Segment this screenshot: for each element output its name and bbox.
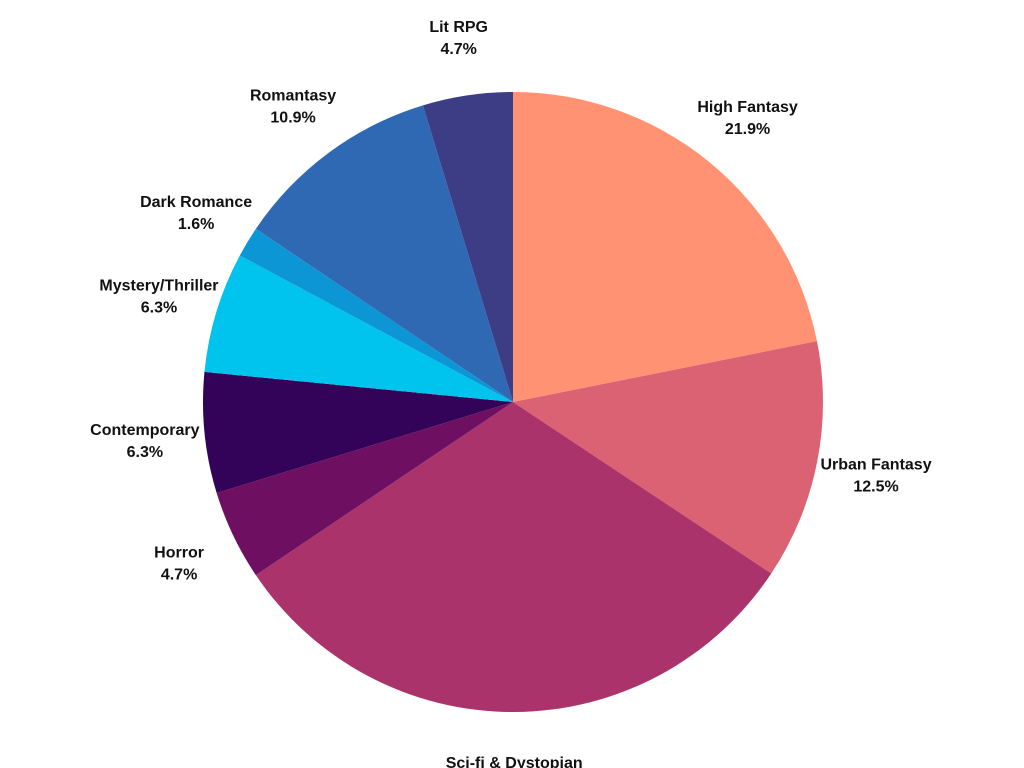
slice-percent: 1.6% bbox=[178, 216, 214, 233]
slice-label-urban-fantasy: Urban Fantasy 12.5% bbox=[820, 456, 931, 495]
slices-layer bbox=[203, 92, 823, 713]
slice-percent: 21.9% bbox=[725, 121, 770, 138]
slice-name: Romantasy bbox=[250, 87, 336, 104]
slice-percent: 12.5% bbox=[853, 478, 898, 495]
slice-name: Horror bbox=[154, 544, 204, 561]
slice-percent: 10.9% bbox=[270, 109, 315, 126]
slice-percent: 4.7% bbox=[161, 566, 197, 583]
slice-name: High Fantasy bbox=[697, 99, 798, 116]
slice-label-mystery-thriller: Mystery/Thriller 6.3% bbox=[99, 278, 218, 317]
slice-label-contemporary: Contemporary 6.3% bbox=[90, 422, 199, 461]
slice-label-high-fantasy: High Fantasy 21.9% bbox=[697, 99, 798, 138]
pie-slice-contemporary bbox=[203, 371, 514, 493]
pie-slice-mystery-thriller bbox=[204, 255, 513, 402]
slice-percent: 4.7% bbox=[440, 41, 476, 58]
slice-name: Mystery/Thriller bbox=[99, 278, 218, 295]
slice-name: Urban Fantasy bbox=[820, 456, 931, 473]
labels-layer: High Fantasy 21.9% Urban Fantasy 12.5% Sci-f… bbox=[90, 19, 932, 768]
pie-slice-sci-fi-dystopian bbox=[255, 402, 772, 713]
slice-percent: 6.3% bbox=[127, 444, 163, 461]
slice-label-horror: Horror 4.7% bbox=[154, 544, 204, 583]
slice-label-sci-fi-dystopian: Sci-fi & Dystopian31.3% bbox=[446, 755, 583, 768]
slice-percent: 6.3% bbox=[141, 300, 177, 317]
pie-slice-high-fantasy bbox=[513, 92, 817, 402]
pie-slice-horror bbox=[216, 402, 514, 576]
pie-slice-dark-romance bbox=[239, 228, 513, 402]
slice-label-romantasy: Romantasy 10.9% bbox=[250, 87, 336, 126]
slice-label-dark-romance: Dark Romance 1.6% bbox=[140, 194, 252, 233]
slice-name: Lit RPG bbox=[429, 19, 488, 36]
slice-name: Contemporary bbox=[90, 422, 199, 439]
slice-name: Sci-fi & Dystopian bbox=[446, 755, 583, 768]
pie-slice-urban-fantasy bbox=[513, 341, 823, 574]
pie-slice-lit-rpg bbox=[422, 92, 513, 402]
slice-label-lit-rpg: Lit RPG 4.7% bbox=[429, 19, 488, 58]
pie-slice-romantasy bbox=[255, 105, 513, 402]
slice-name: Dark Romance bbox=[140, 194, 252, 211]
